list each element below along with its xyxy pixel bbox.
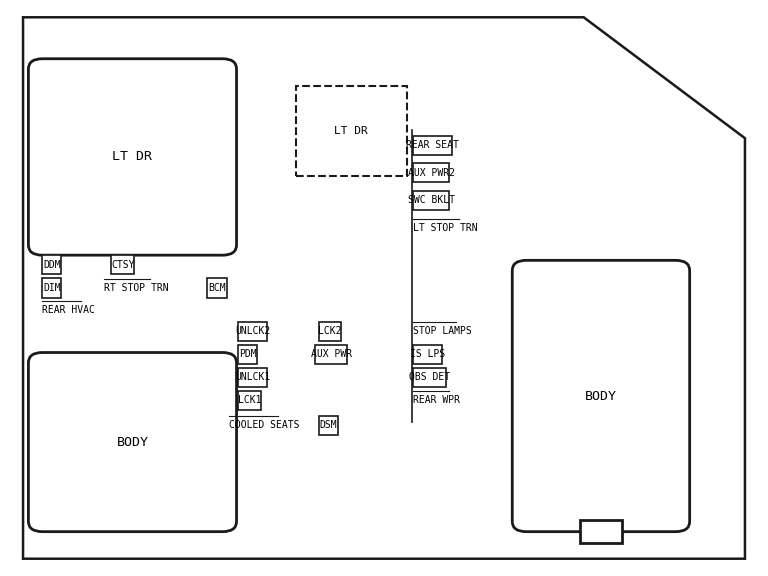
Text: DSM: DSM (319, 420, 337, 430)
Text: REAR WPR: REAR WPR (413, 395, 460, 406)
Text: DDM: DDM (43, 260, 61, 270)
Text: LT STOP TRN: LT STOP TRN (413, 222, 478, 233)
Bar (296, 86, 407, 176)
Bar (413, 191, 449, 210)
FancyBboxPatch shape (28, 353, 237, 532)
Bar (319, 321, 341, 341)
FancyBboxPatch shape (580, 520, 622, 543)
Bar (319, 416, 338, 435)
Bar (238, 321, 267, 341)
Text: BODY: BODY (585, 389, 617, 403)
Text: CTSY: CTSY (111, 260, 134, 270)
Bar (111, 255, 134, 274)
Text: UNLCK2: UNLCK2 (235, 326, 270, 336)
Bar (413, 164, 449, 182)
Bar (413, 135, 452, 154)
Text: COOLED SEATS: COOLED SEATS (229, 420, 300, 430)
Text: RT STOP TRN: RT STOP TRN (104, 283, 168, 293)
Text: OBS DET: OBS DET (409, 372, 450, 382)
Text: LT DR: LT DR (335, 126, 368, 136)
Bar (207, 279, 227, 298)
Bar (238, 344, 257, 364)
Text: LT DR: LT DR (112, 150, 153, 164)
Bar (42, 279, 61, 298)
FancyBboxPatch shape (28, 59, 237, 255)
Text: LCK2: LCK2 (318, 326, 342, 336)
Bar (42, 255, 61, 274)
Text: REAR SEAT: REAR SEAT (406, 140, 459, 150)
Bar (238, 368, 267, 387)
Text: UNLCK1: UNLCK1 (235, 372, 270, 382)
Text: PDM: PDM (239, 349, 257, 359)
Polygon shape (23, 17, 745, 559)
Bar (238, 391, 260, 410)
Text: DIM: DIM (43, 283, 61, 293)
Bar (315, 344, 347, 364)
Text: IS LPS: IS LPS (410, 349, 445, 359)
Bar (413, 344, 442, 364)
Text: AUX PWR: AUX PWR (310, 349, 352, 359)
FancyBboxPatch shape (512, 260, 690, 532)
Text: SWC BKLT: SWC BKLT (408, 195, 455, 206)
Text: BCM: BCM (208, 283, 226, 293)
Text: LCK1: LCK1 (237, 395, 261, 406)
Text: AUX PWR2: AUX PWR2 (408, 168, 455, 178)
Text: REAR HVAC: REAR HVAC (42, 305, 95, 315)
Text: STOP LAMPS: STOP LAMPS (413, 326, 472, 336)
Text: BODY: BODY (117, 435, 148, 449)
Bar (580, 518, 622, 524)
Bar (413, 368, 445, 387)
